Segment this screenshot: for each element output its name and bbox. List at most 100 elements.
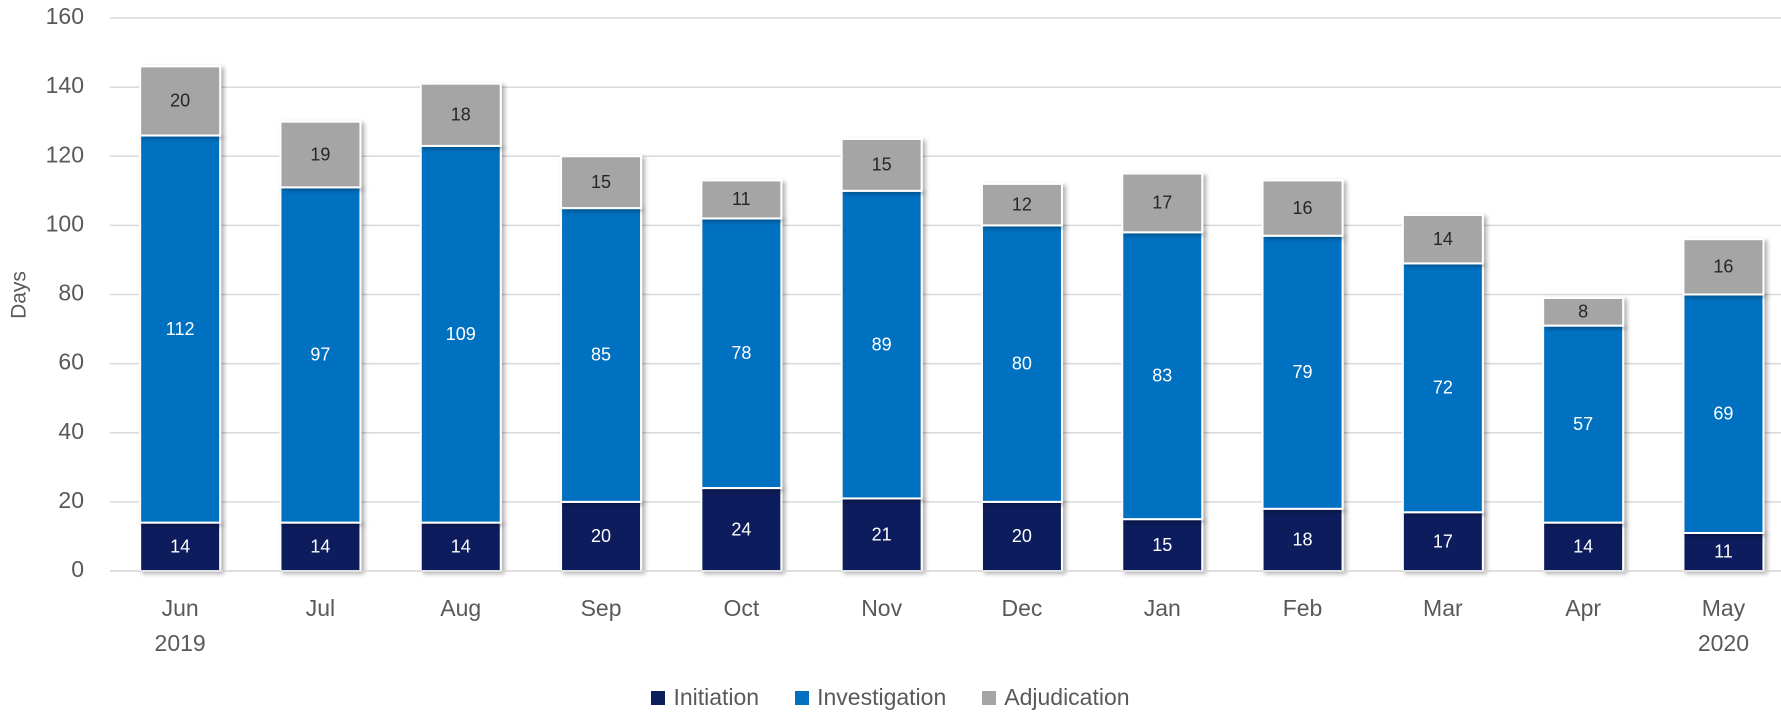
bar-segment [419,521,502,572]
data-label: 72 [1433,378,1453,398]
x-tick-label: Aug [440,595,482,621]
data-label: 78 [731,343,751,363]
x-tick-label: Sep [580,595,622,621]
bar-segment [139,134,222,524]
data-label: 14 [1433,229,1453,249]
x-tick-label: Mar [1423,595,1463,621]
data-label: 18 [1293,530,1313,550]
bar-segment [560,207,643,503]
bar-segment [840,497,923,573]
legend-item: Initiation [651,684,759,711]
data-label: 17 [1152,193,1172,213]
x-tick-label: Jun 2019 [154,595,206,656]
y-axis-label: Days [8,271,31,319]
y-tick-label: 120 [46,141,84,167]
y-tick-label: 80 [58,280,84,306]
data-label: 11 [1714,542,1733,562]
data-label: 21 [872,524,892,544]
data-label: 109 [446,324,476,344]
x-tick-label: Apr [1565,595,1602,621]
legend-label: Investigation [817,684,947,710]
data-label: 57 [1573,414,1593,434]
data-label: 24 [731,519,751,539]
bar-segment [980,182,1063,227]
data-label: 20 [1012,526,1032,546]
legend-swatch [795,690,810,705]
bar-segment [1682,238,1765,296]
data-label: 18 [451,105,471,125]
bar-segment [1542,324,1625,524]
data-label: 97 [310,345,330,365]
bar-segment [1261,179,1344,237]
bar-segment [279,120,362,189]
legend-item: Investigation [795,684,946,711]
y-tick-label: 0 [71,556,84,582]
data-label: 17 [1433,531,1453,551]
data-label: 14 [451,537,471,557]
bar-segment [279,521,362,572]
data-label: 16 [1713,257,1733,277]
y-tick-label: 20 [58,487,84,513]
legend-swatch [982,690,997,705]
x-tick-label: Dec [1001,595,1043,621]
bar-segment [700,179,783,220]
y-tick-label: 160 [46,3,84,29]
bar-segment [419,82,502,147]
bar-segment [840,189,923,500]
bar-segment [1121,172,1204,234]
data-label: 8 [1578,302,1588,322]
y-tick-label: 100 [46,210,84,236]
y-tick-label: 40 [58,418,84,444]
y-tick-label: 60 [58,349,84,375]
data-label: 112 [166,319,195,339]
x-tick-label: Jul [305,595,336,621]
bar-segment [840,137,923,192]
legend-item: Adjudication [982,684,1130,711]
bar-segment [1121,231,1204,521]
x-tick-label: Feb [1282,595,1323,621]
bar-segment [1542,296,1625,327]
data-label: 89 [872,334,892,354]
data-label: 11 [732,189,751,209]
data-label: 20 [591,526,611,546]
bar-segment [560,155,643,210]
bar-segment [1682,531,1765,573]
legend-swatch [651,690,666,705]
y-tick-label: 140 [46,72,84,98]
data-label: 79 [1293,362,1313,382]
bar-segment [1121,518,1204,572]
data-label: 69 [1713,403,1733,423]
data-label: 80 [1012,353,1032,373]
bar-segment [560,500,643,572]
bar-segment [1401,262,1484,514]
x-tick-label: May 2020 [1697,595,1750,656]
legend: Initiation Investigation Adjudication [0,684,1781,711]
data-label: 15 [872,155,892,175]
data-label: 15 [1152,535,1172,555]
data-label: 14 [1573,537,1593,557]
x-tick-label: Nov [861,595,903,621]
x-tick-label: Jan [1143,595,1181,621]
data-label: 83 [1152,365,1172,385]
data-label: 16 [1293,198,1313,218]
bar-segment [980,224,1063,503]
bar-segment [139,521,222,572]
bar-segment [1682,293,1765,534]
legend-label: Adjudication [1004,684,1130,710]
bar-segment [139,65,222,137]
bar-segment [700,217,783,490]
data-label: 12 [1012,194,1032,214]
data-label: 20 [170,91,190,111]
bar-segment [419,144,502,524]
bar-segment [700,487,783,572]
data-label: 15 [591,172,611,192]
bar-segment [1401,214,1484,265]
legend-label: Initiation [673,684,760,710]
data-label: 14 [310,537,330,557]
data-label: 14 [170,537,190,557]
data-label: 19 [310,144,330,164]
data-label: 85 [591,345,611,365]
x-tick-label: Oct [723,595,760,621]
